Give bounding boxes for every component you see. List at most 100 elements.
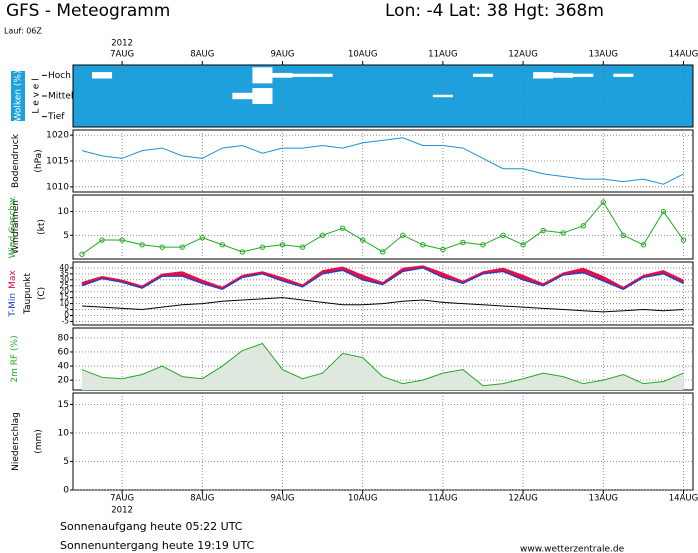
marker — [540, 227, 546, 234]
marker — [660, 208, 667, 215]
axis-label-part: Bodendruck — [11, 133, 21, 188]
cloud-block — [272, 72, 293, 78]
marker — [159, 244, 165, 250]
marker — [440, 246, 446, 253]
series-line — [81, 137, 684, 185]
year-label: 2012 — [111, 39, 133, 49]
cloud-block — [432, 94, 453, 98]
x-tick-label: 11AUG — [428, 494, 457, 504]
x-tick-label: 14AUG — [669, 50, 698, 60]
y-tick-label: 80 — [58, 333, 70, 343]
axis-label: Wind Geschw. — [8, 196, 18, 259]
marker — [580, 223, 586, 229]
axis-label-part: (kt) — [37, 219, 47, 235]
axis-label: Bodendruck — [11, 133, 21, 188]
cloud-block — [472, 73, 494, 77]
y-tick-label: 40 — [59, 263, 69, 272]
y-tick-label: 1010 — [46, 182, 69, 192]
x-tick-label: 8AUG — [190, 494, 214, 504]
axis-label-part: (C) — [37, 287, 47, 300]
panel-frame — [72, 64, 694, 128]
cloud-block — [252, 67, 273, 84]
area — [82, 343, 684, 390]
marker — [620, 232, 627, 238]
y-tick-label: 40 — [58, 362, 70, 372]
axis-label: T-Min Max — [8, 270, 18, 318]
y-tick-label: 35 — [59, 269, 69, 278]
sunrise: Sonnenaufgang heute 05:22 UTC — [60, 520, 243, 533]
axis-label: (hPa) — [34, 149, 44, 172]
y-tick-label: 60 — [58, 347, 70, 357]
x-tick-label: 12AUG — [508, 50, 537, 60]
axis-label-part: 2m RF (%) — [10, 335, 20, 382]
y-tick-label: 15 — [58, 400, 69, 410]
cloud-block — [312, 73, 333, 77]
y-tick-label: 5 — [64, 305, 69, 314]
y-tick-label: 10 — [59, 299, 69, 308]
x-tick-label: 7AUG — [110, 50, 134, 60]
axis-label-part: Wind Geschw. — [8, 196, 18, 259]
run: Lauf: 06Z — [4, 27, 42, 36]
cloud-block — [613, 73, 634, 77]
marker — [259, 244, 266, 250]
marker — [219, 242, 226, 248]
marker — [319, 232, 326, 238]
marker — [199, 234, 206, 241]
marker — [420, 242, 426, 248]
axis-label: Wolken (%) — [14, 71, 24, 122]
source: www.wetterzentrale.de — [520, 545, 625, 553]
x-tick-label: 11AUG — [428, 50, 457, 60]
axis-label-part: Max — [8, 270, 18, 289]
y-tick-label: 25 — [59, 281, 69, 290]
marker — [500, 232, 506, 238]
marker — [179, 244, 185, 250]
axis-label-part: T-Min — [8, 293, 18, 318]
axis-label-part: Windfahnen — [11, 200, 21, 254]
series-line — [81, 201, 684, 255]
marker — [139, 242, 145, 248]
area-line — [81, 342, 684, 387]
y-tick-label: 30 — [59, 275, 69, 284]
dewpoint-line — [81, 297, 684, 313]
y-tick-label: 15 — [59, 293, 69, 302]
y-tick-label: -5 — [62, 316, 70, 325]
axis-label: (kt) — [37, 219, 47, 235]
marker — [640, 242, 647, 248]
y-tick-label: 20 — [58, 376, 70, 386]
x-tick-label: 13AUG — [589, 50, 618, 60]
cloud-block — [292, 73, 313, 77]
marker — [520, 242, 526, 248]
level-label: L e v e l — [32, 78, 42, 113]
x-tick-label: 13AUG — [589, 494, 618, 504]
y-tick-label: 0 — [63, 486, 69, 496]
marker — [400, 232, 406, 238]
marker — [480, 242, 486, 248]
y-tick-label: 5 — [63, 231, 69, 241]
cloud-block — [573, 73, 594, 77]
marker — [339, 225, 346, 231]
x-tick-label: 14AUG — [669, 494, 698, 504]
panel-frame — [72, 392, 694, 491]
axis-label-part: Taupunkt — [23, 272, 33, 315]
x-tick-label: 12AUG — [508, 494, 537, 504]
marker — [380, 249, 386, 255]
label-bg — [11, 71, 25, 121]
y-tick-label: 10 — [58, 428, 70, 438]
axis-label: 2m RF (%) — [10, 335, 20, 382]
x-tick-label: 9AUG — [270, 50, 294, 60]
level-name: Tief — [47, 112, 65, 122]
year-label: 2012 — [111, 506, 133, 516]
axis-label: (C) — [37, 287, 47, 300]
marker — [79, 251, 85, 257]
x-tick-label: 10AUG — [348, 50, 377, 60]
cloud-block — [92, 72, 113, 79]
cloud-block — [252, 88, 273, 104]
axis-label: Taupunkt — [23, 272, 33, 315]
marker — [239, 249, 246, 255]
panel-frame — [72, 194, 694, 260]
axis-label: Niederschlag — [11, 412, 21, 471]
y-tick-label: 1015 — [46, 157, 69, 167]
title: GFS - Meteogramm — [6, 1, 170, 21]
